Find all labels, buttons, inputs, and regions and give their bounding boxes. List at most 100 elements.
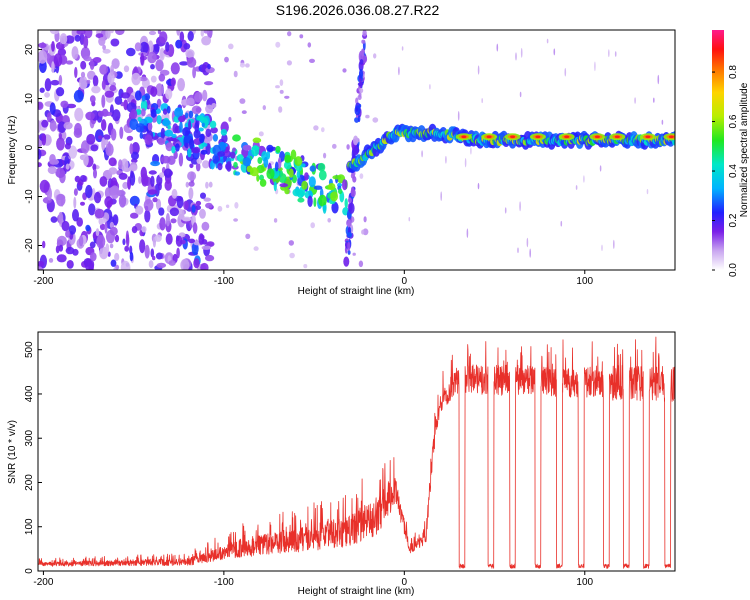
colorbar-tick-label: 0.2 [728,213,739,227]
noise-blob [112,109,121,122]
trace-blob [171,133,177,139]
noise-blob [46,112,52,123]
trace-blob [157,138,165,145]
carrier-peak [461,135,467,139]
trace-blob [210,127,218,134]
trace-blob [357,115,361,123]
noise-blob [105,30,111,39]
noise-blob [74,66,78,79]
trace-blob [318,170,327,181]
noise-blob [239,62,246,68]
noise-blob [141,226,147,233]
noise-blob [110,128,117,141]
noise-blob [60,100,69,109]
trace-blob [358,103,362,108]
noise-blob [203,197,211,202]
noise-blob [228,43,234,50]
trace-blob [217,151,226,157]
noise-blob [233,70,238,78]
noise-blob [233,218,239,222]
noise-blob [165,233,173,245]
noise-blob [148,260,154,269]
trace-blob [347,241,351,251]
y-tick-label: 10 [24,93,35,105]
noise-blob [58,211,64,225]
noise-blob [517,247,519,254]
trace-blob [234,171,241,176]
noise-blob [156,262,167,268]
noise-blob [187,30,194,42]
noise-blob [55,167,66,179]
noise-blob [202,89,208,102]
trace-blob [346,232,353,238]
figure-title: S196.2026.036.08.27.R22 [275,2,440,18]
noise-blob [408,217,411,222]
noise-blob [657,74,660,85]
noise-blob [200,30,204,37]
noise-blob [177,78,186,92]
noise-blob [51,61,55,74]
trace-blob [242,157,252,167]
noise-blob [134,42,142,52]
trace-blob [141,108,146,117]
noise-blob [599,165,602,172]
noise-blob [118,172,128,180]
noise-blob [195,162,201,172]
trace-blob [266,168,275,180]
trace-blob [198,127,204,132]
trace-blob [188,119,192,131]
noise-blob [92,231,97,240]
noise-blob [124,245,130,252]
colorbar-label: Normalized spectral amplitude [739,82,750,217]
noise-blob [129,195,140,206]
noise-blob [170,218,177,224]
noise-blob [241,110,247,114]
trace-blob [161,119,171,126]
noise-blob [228,116,232,122]
trace-blob [304,172,309,181]
noise-blob [56,193,66,207]
x-tick-label: 100 [576,276,593,287]
noise-blob [41,133,47,146]
trace-blob [205,128,212,138]
noise-blob [110,259,117,267]
noise-blob [44,78,52,92]
noise-blob [98,135,103,140]
noise-blob [245,63,250,68]
noise-blob [150,75,157,83]
noise-blob [92,57,102,63]
y-tick-label: 400 [24,385,35,402]
snr-x-ticks: -200 -100 0 100 [33,571,594,588]
noise-blob [38,260,45,267]
noise-blob [65,246,75,255]
trace-blob [309,165,316,172]
trace-blob [166,105,171,114]
trace-blob [196,115,205,121]
trace-blob [178,115,186,123]
noise-blob [76,217,83,227]
noise-blob [601,244,603,251]
trace-blob [259,178,267,187]
noise-blob [39,179,50,193]
noise-blob [646,189,649,195]
noise-blob [80,140,90,154]
noise-blob [147,51,157,64]
noise-blob [66,103,77,109]
trace-blob [164,129,173,137]
noise-blob [38,162,42,168]
noise-blob [206,241,215,248]
noise-blob [147,189,158,195]
trace-blob [171,146,176,154]
noise-blob [120,260,131,270]
noise-blob [68,145,78,159]
noise-blob [74,122,82,136]
noise-blob [372,117,379,123]
noise-blob [158,73,166,82]
noise-blob [575,185,578,190]
noise-blob [83,153,89,167]
trace-blob [188,110,194,119]
colorbar-tick-label: 0.4 [728,164,739,178]
noise-blob [108,167,118,175]
noise-blob [159,31,168,44]
noise-blob [79,76,88,90]
